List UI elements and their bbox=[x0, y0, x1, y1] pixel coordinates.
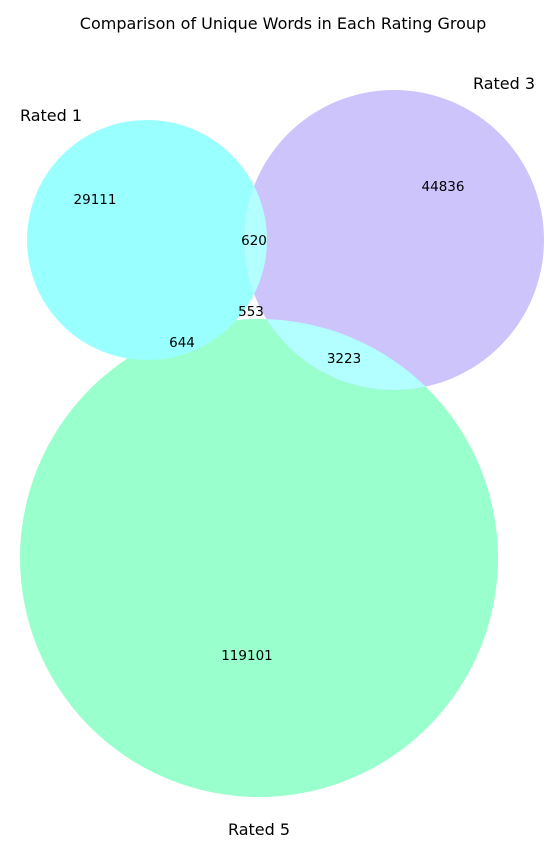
region-value-only-rated-3: 44836 bbox=[422, 179, 465, 195]
set-circle-rated-1 bbox=[27, 120, 267, 360]
set-label-rated-5: Rated 5 bbox=[228, 820, 290, 839]
region-value-rated-3-rated-5: 3223 bbox=[327, 351, 361, 367]
region-value-rated-1-rated-5: 644 bbox=[169, 335, 195, 351]
region-value-only-rated-5: 119101 bbox=[221, 648, 273, 664]
chart-title: Comparison of Unique Words in Each Ratin… bbox=[80, 14, 486, 33]
set-label-rated-3: Rated 3 bbox=[473, 74, 535, 93]
region-value-rated-1-rated-3: 620 bbox=[241, 233, 267, 249]
set-circle-rated-3 bbox=[244, 90, 544, 390]
region-value-only-rated-1: 29111 bbox=[74, 192, 117, 208]
set-label-rated-1: Rated 1 bbox=[20, 106, 82, 125]
set-circle-rated-5 bbox=[20, 319, 498, 797]
region-value-all-three: 553 bbox=[238, 304, 264, 320]
